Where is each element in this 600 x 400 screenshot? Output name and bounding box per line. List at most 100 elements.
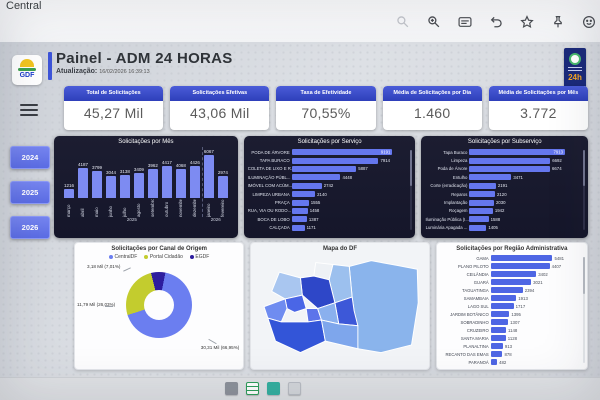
year-button-2024[interactable]: 2024 (10, 146, 50, 169)
bar[interactable] (469, 191, 496, 198)
bar-area: 1588 (469, 216, 578, 223)
bar[interactable] (490, 311, 510, 317)
bar[interactable] (490, 335, 506, 341)
bar-value: 2030 (495, 200, 506, 206)
bar[interactable] (291, 207, 308, 214)
month-bar[interactable] (203, 154, 214, 198)
month-bar[interactable] (147, 169, 158, 198)
dashboard-canvas: GDF Painel - ADM 24 HORAS Atualização: 1… (0, 42, 600, 378)
bar[interactable] (291, 165, 357, 172)
chart-card-service[interactable]: Solicitações por Serviço PODA DE ÁRVORE 9… (243, 136, 416, 238)
bar[interactable] (469, 174, 512, 181)
chart-card-map[interactable]: Mapa do DF (250, 242, 430, 370)
subservice-row: Limpeza 6692 (421, 156, 588, 164)
month-bar[interactable] (105, 175, 116, 198)
map-region[interactable] (321, 319, 359, 350)
chart-card-monthly[interactable]: Solicitações por Mês 1216 março 4187 abril 3… (54, 136, 238, 238)
map-region[interactable] (271, 271, 304, 300)
bar[interactable] (291, 224, 305, 231)
region-row: GUARÁ 3021 (437, 278, 587, 286)
donut-chart[interactable] (126, 272, 193, 338)
month-bar[interactable] (133, 173, 144, 198)
taskbar-spreadsheet-icon[interactable] (246, 382, 259, 395)
chart-scrollbar[interactable] (583, 150, 585, 230)
taskbar-app-icon[interactable] (288, 382, 301, 395)
month-bar[interactable] (161, 166, 172, 198)
bar[interactable] (490, 287, 523, 293)
map-region[interactable] (300, 275, 336, 310)
bar-label: BOCA DE LOBO (257, 216, 290, 222)
donut-slice-label: 11,79 Mil (26,03%) (77, 302, 116, 307)
zoom-icon[interactable] (427, 15, 441, 29)
month-bar-slot: 1216 março (62, 147, 76, 217)
toolbar-icons (396, 15, 596, 29)
bar[interactable] (490, 327, 507, 333)
bar[interactable] (490, 295, 517, 301)
bar[interactable]: 7913 (469, 149, 565, 156)
menu-icon[interactable] (20, 104, 38, 119)
bar[interactable] (291, 216, 307, 223)
charts-row: Solicitações por Mês 1216 março 4187 abril 3… (54, 136, 588, 238)
bar[interactable] (469, 216, 489, 223)
bar-area: 9191 (291, 149, 406, 156)
bar-area: 2030 (469, 199, 578, 206)
dashboard-title: Painel - ADM 24 HORAS (56, 50, 233, 67)
chart-scrollbar[interactable] (582, 257, 585, 363)
bar[interactable] (490, 271, 537, 277)
header: Painel - ADM 24 HORAS Atualização: 16/02… (48, 50, 233, 80)
reader-icon[interactable] (458, 15, 472, 29)
bar[interactable] (469, 199, 494, 206)
bar-value: 4187 (77, 161, 88, 167)
bar-label: PLANO PILOTO (458, 263, 489, 269)
month-bar[interactable] (63, 188, 75, 198)
bar[interactable] (490, 343, 503, 349)
month-bar[interactable] (217, 176, 228, 198)
map-region[interactable] (263, 298, 288, 323)
bar[interactable] (490, 351, 503, 357)
bar[interactable]: 9191 (291, 149, 393, 156)
chart-card-subservice[interactable]: Solicitações por Subserviço Tapa Buraco 7… (421, 136, 588, 238)
map-region[interactable] (267, 317, 327, 354)
year-button-2026[interactable]: 2026 (10, 216, 50, 239)
map-region[interactable] (349, 260, 420, 354)
undo-icon[interactable] (489, 15, 503, 29)
bar-label: SOBRADINHO (460, 319, 489, 325)
bar-value: 3021 (533, 279, 543, 285)
bar[interactable] (469, 165, 551, 172)
year-button-2025[interactable]: 2025 (10, 181, 50, 204)
bar[interactable] (490, 255, 553, 261)
chart-card-channel[interactable]: Solicitações por Canal de Origem Central… (74, 242, 245, 370)
bar[interactable] (469, 224, 487, 231)
bar[interactable] (291, 199, 309, 206)
bar-area: 2742 (291, 182, 406, 189)
bar[interactable] (291, 191, 316, 198)
month-bar[interactable] (175, 168, 186, 198)
bar[interactable] (490, 359, 498, 365)
bar[interactable] (469, 182, 496, 189)
bar[interactable] (291, 157, 379, 164)
star-icon[interactable] (520, 15, 534, 29)
kpi-value: 70,55% (301, 105, 351, 121)
bar[interactable] (291, 174, 341, 181)
month-bar[interactable] (119, 175, 130, 198)
chart-scrollbar[interactable] (410, 150, 413, 230)
service-row: RUA, VIA OU RODO... 1458 (244, 207, 416, 215)
bar[interactable] (490, 263, 550, 269)
taskbar-app-icon[interactable] (225, 382, 238, 395)
bar[interactable] (291, 182, 322, 189)
bar[interactable] (490, 279, 532, 285)
bar-value: 1148 (508, 327, 518, 333)
bar[interactable] (469, 207, 493, 214)
pin-icon[interactable] (551, 15, 565, 29)
taskbar-app-icon[interactable] (267, 382, 280, 395)
kpi-row: Total de Solicitações 45,27 Mil Solicitaçõ… (64, 86, 589, 130)
bar[interactable] (469, 157, 551, 164)
month-bar[interactable] (91, 170, 102, 198)
chart-card-region[interactable]: Solicitações por Região Administrativa G… (435, 242, 588, 370)
profile-icon[interactable] (582, 15, 596, 29)
bar[interactable] (490, 319, 509, 325)
bar[interactable] (490, 303, 514, 309)
month-bar[interactable] (189, 166, 200, 198)
month-bar[interactable] (77, 167, 88, 198)
search-dim-icon[interactable] (396, 15, 410, 29)
